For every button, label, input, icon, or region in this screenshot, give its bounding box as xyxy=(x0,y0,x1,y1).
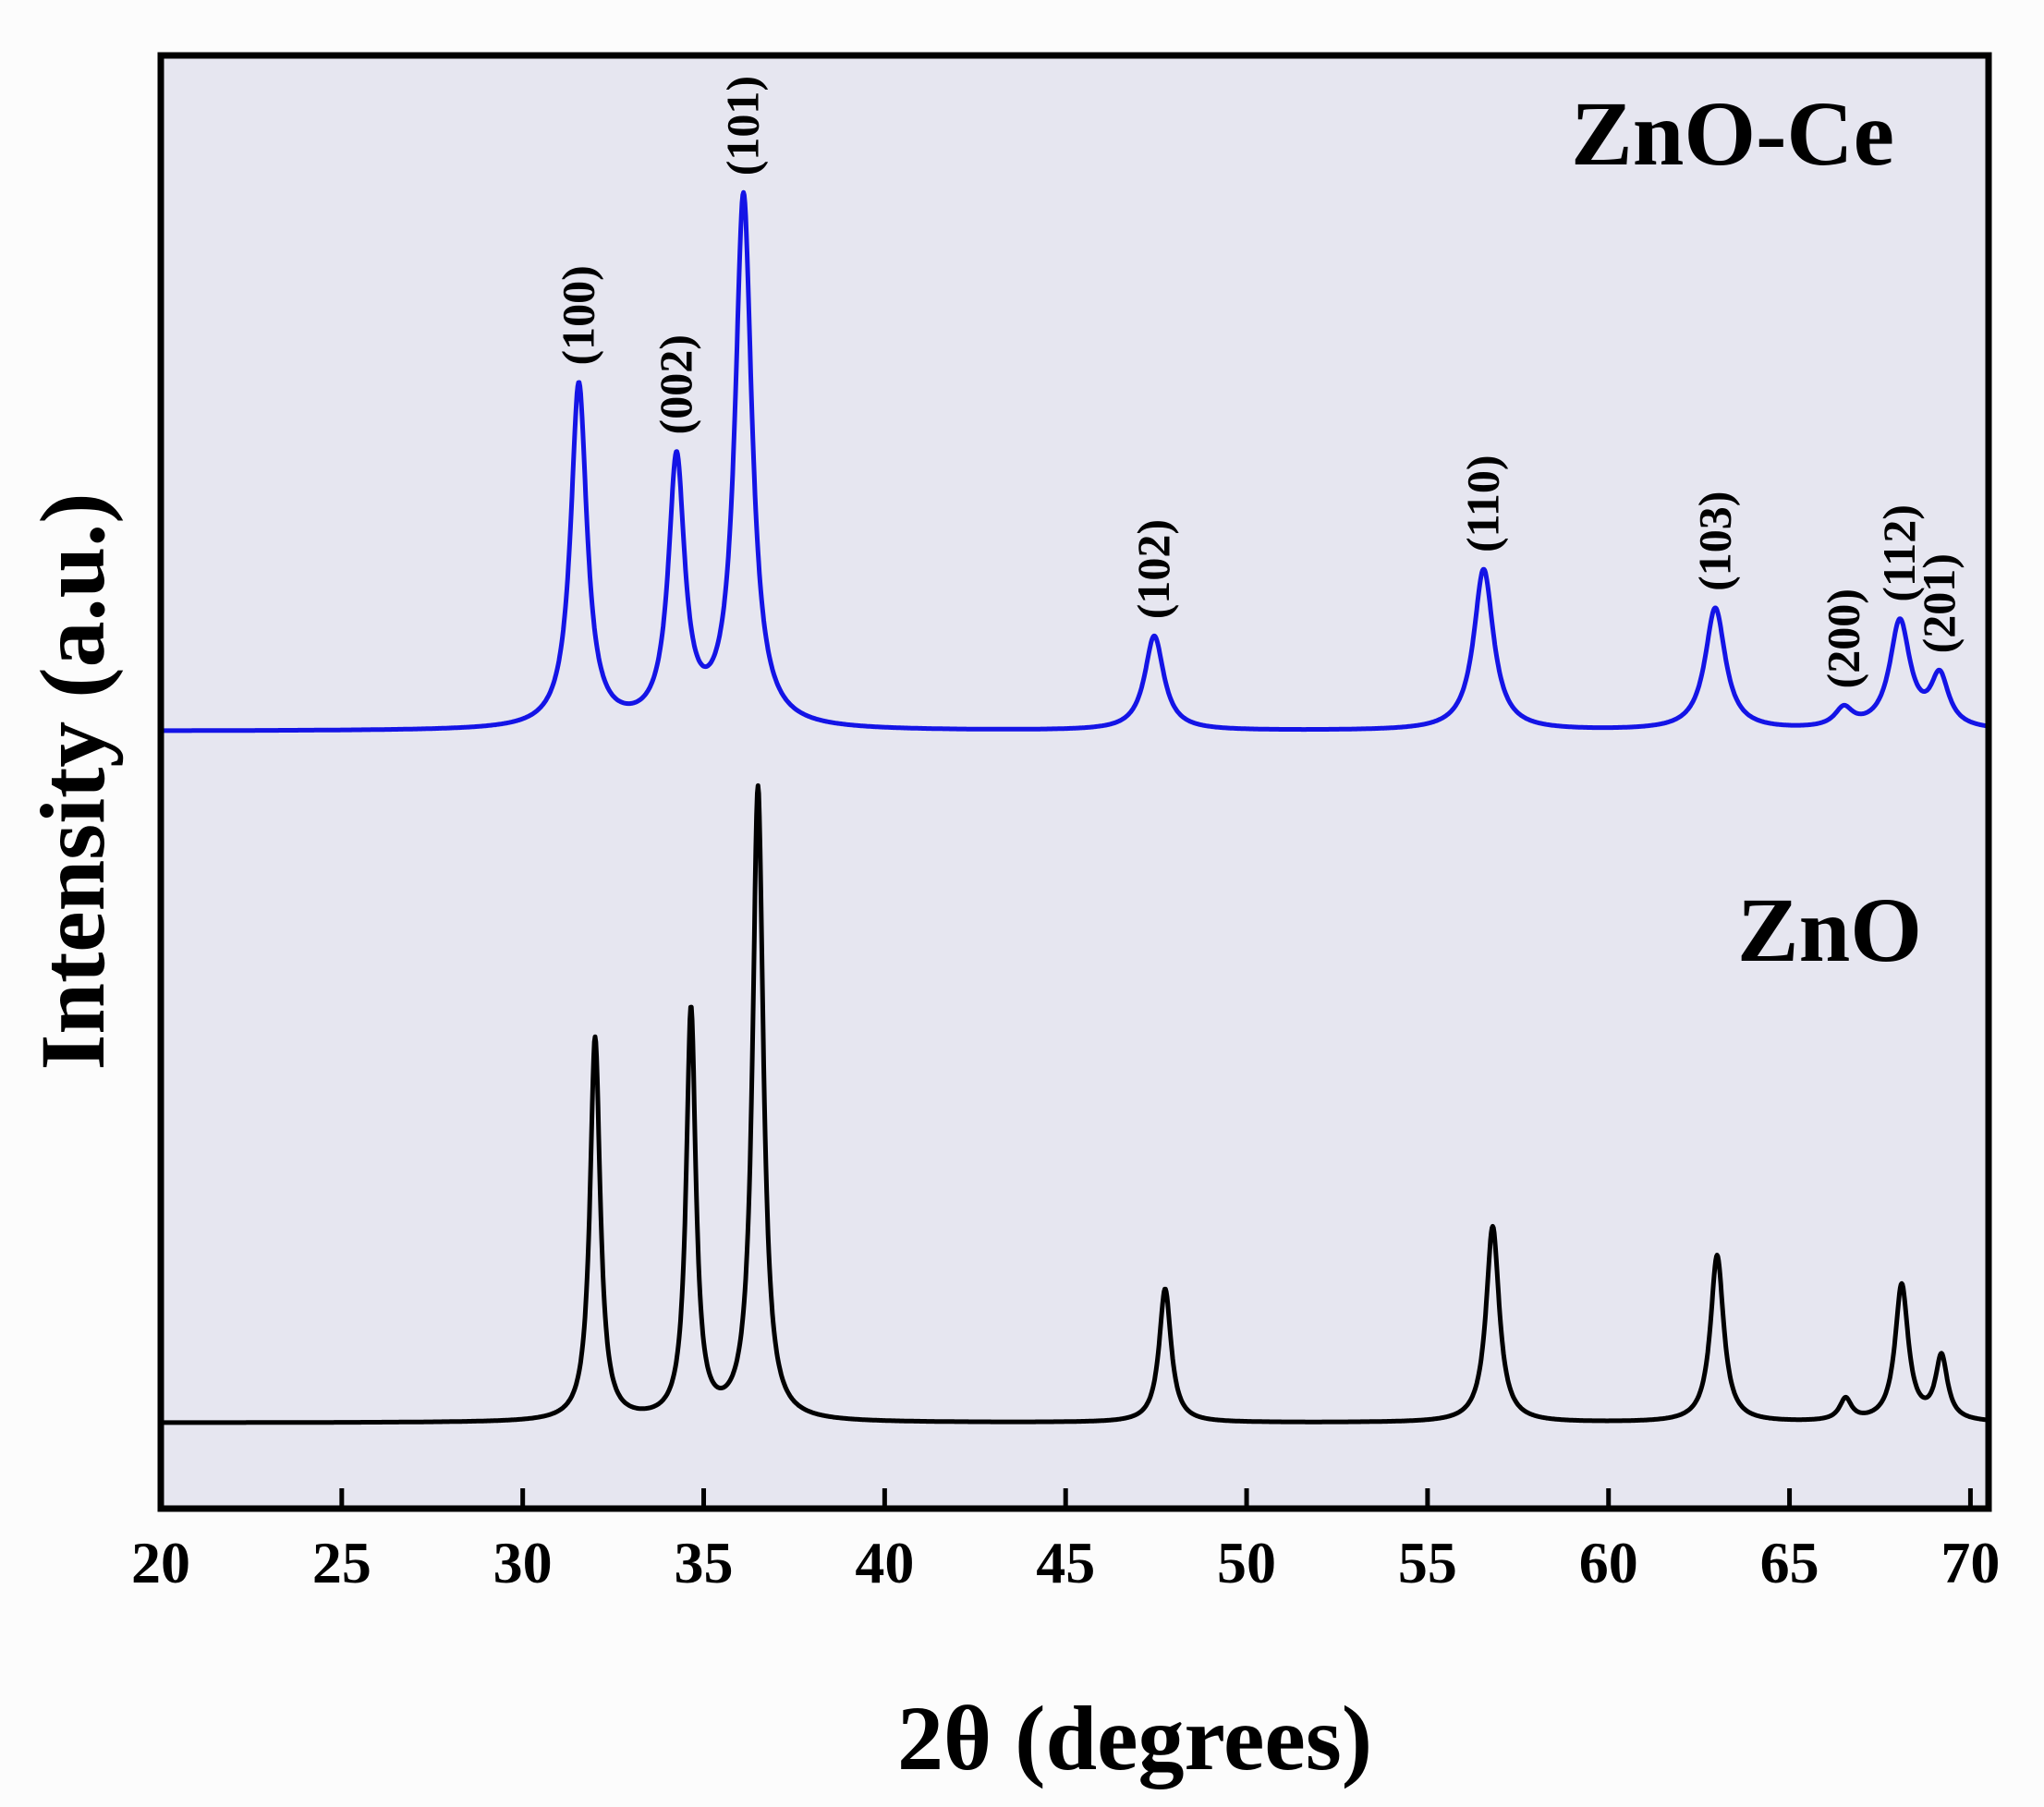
x-tick-label: 70 xyxy=(1941,1530,2000,1595)
series-layer xyxy=(159,189,1990,1425)
plot-frame xyxy=(157,52,1992,1512)
x-tick-label: 45 xyxy=(1036,1530,1095,1595)
x-axis-ticks: 20 25 30 35 40 45 50 55 60 65 70 xyxy=(131,1488,2000,1595)
peak-label: (100) xyxy=(552,265,603,365)
x-tick-label: 40 xyxy=(855,1530,914,1595)
x-tick-label: 50 xyxy=(1217,1530,1276,1595)
x-tick-label: 25 xyxy=(312,1530,371,1595)
series-line-zno-ce xyxy=(159,189,1990,734)
series-label-zno: ZnO xyxy=(1737,879,1922,981)
plot-background xyxy=(161,55,1989,1509)
peak-label: (002) xyxy=(650,334,701,434)
x-tick-label: 20 xyxy=(131,1530,190,1595)
x-tick-label: 65 xyxy=(1760,1530,1819,1595)
peak-label: (103) xyxy=(1688,491,1740,591)
series-label-zno-ce: ZnO-Ce xyxy=(1571,82,1894,185)
peak-label: (102) xyxy=(1127,519,1179,619)
peak-label: (101) xyxy=(717,76,769,176)
y-axis-title: Intensity (a.u.) xyxy=(21,492,124,1070)
x-tick-label: 30 xyxy=(493,1530,553,1595)
x-tick-label: 60 xyxy=(1579,1530,1638,1595)
peak-label: (201) xyxy=(1913,553,1965,653)
x-tick-label: 55 xyxy=(1398,1530,1457,1595)
x-axis-title: 2θ (degrees) xyxy=(897,1687,1372,1789)
peak-label: (200) xyxy=(1817,588,1868,688)
series-line-zno xyxy=(159,782,1990,1425)
peak-label: (110) xyxy=(1457,455,1509,552)
peak-labels: (100) (002) (101) (102) (110) (103) (200)(112)… xyxy=(552,76,1965,688)
x-tick-label: 35 xyxy=(675,1530,734,1595)
peak-label: (112) xyxy=(1873,504,1925,602)
